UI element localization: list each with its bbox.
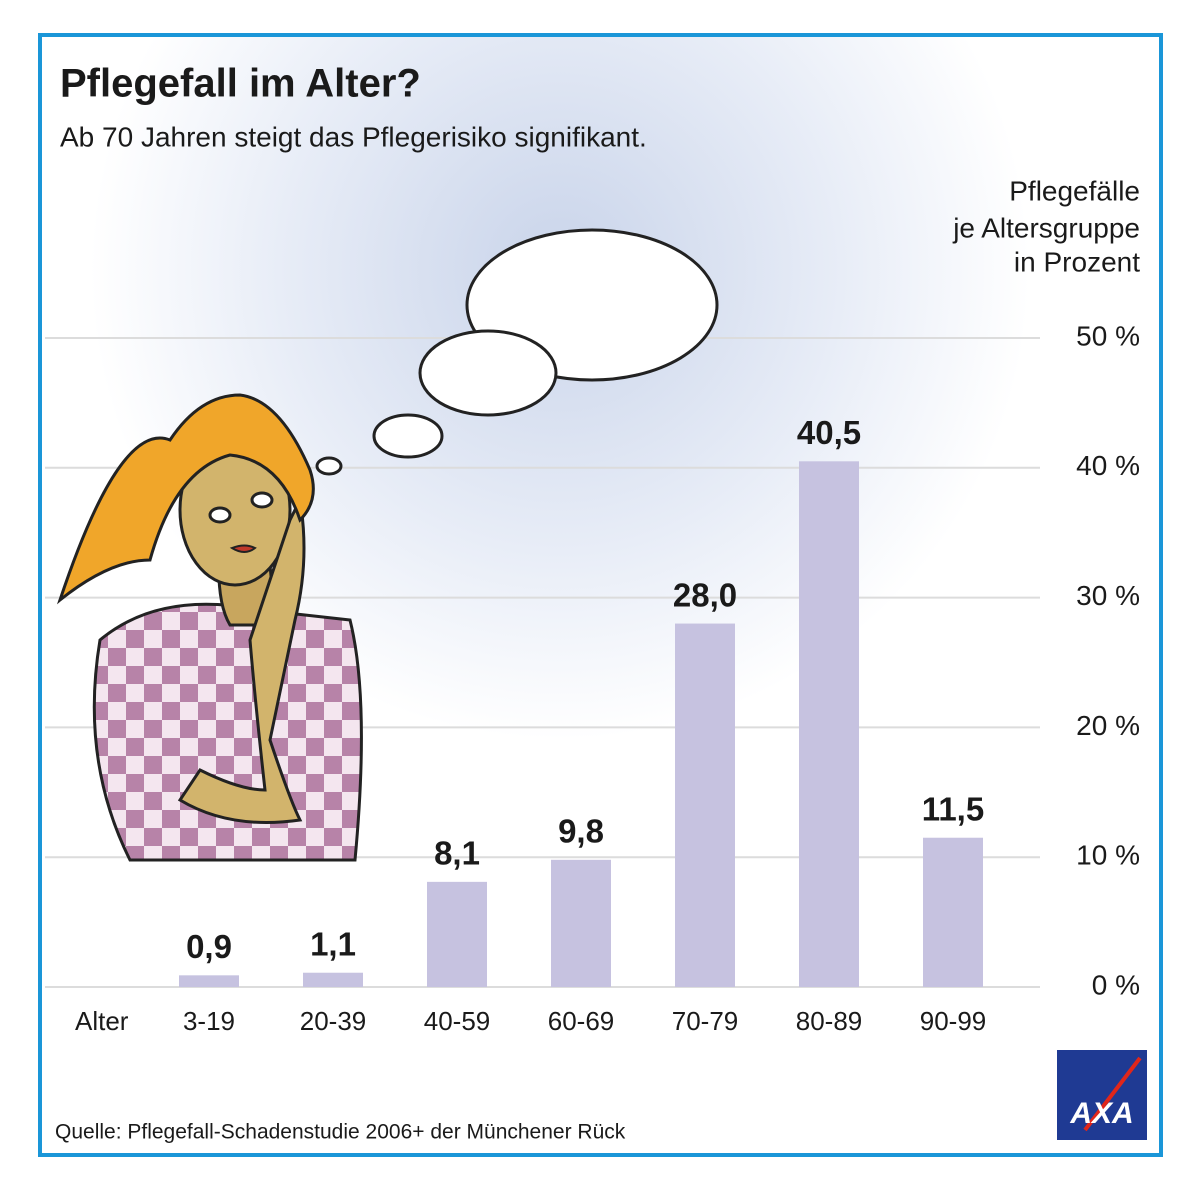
x-tick-label: 80-89: [796, 1006, 863, 1036]
bar: [551, 859, 611, 987]
chart-subtitle: Ab 70 Jahren steigt das Pflegerisiko sig…: [60, 121, 647, 152]
y-axis-label: in Prozent: [1014, 246, 1140, 277]
bar: [923, 837, 983, 987]
bar: [675, 623, 735, 987]
bar: [179, 975, 239, 987]
illustration: [56, 228, 719, 862]
x-tick-label: 20-39: [300, 1006, 367, 1036]
source: Quelle: Pflegefall-Schadenstudie 2006+ d…: [55, 1121, 626, 1144]
bar: [799, 461, 859, 987]
chart-title: Pflegefall im Alter?: [60, 62, 421, 106]
value-label: 40,5: [797, 414, 861, 451]
value-label: 28,0: [673, 576, 737, 613]
x-tick-label: 70-79: [672, 1006, 739, 1036]
logo: AXA: [1069, 1097, 1133, 1130]
bars: 0,9 3-19 1,1 20-39 8,1 40-59 9,8 60-69 28,0 70-79…: [179, 414, 986, 1036]
y-tick-label: 50 %: [1076, 320, 1140, 351]
bar: [303, 972, 363, 987]
value-label: 0,9: [186, 928, 232, 965]
y-axis-label: je Altersgruppe: [952, 212, 1140, 243]
y-tick-label: 20 %: [1076, 710, 1140, 741]
x-axis-label: Alter: [75, 1006, 129, 1036]
x-tick-label: 40-59: [424, 1006, 491, 1036]
value-label: 1,1: [310, 925, 356, 962]
value-label: 8,1: [434, 835, 480, 872]
frame: [38, 33, 1163, 1157]
y-tick-label: 0 %: [1092, 969, 1140, 1000]
value-label: 9,8: [558, 813, 604, 850]
x-tick-label: 90-99: [920, 1006, 987, 1036]
value-label: 11,5: [922, 790, 984, 827]
y-tick-label: 40 %: [1076, 450, 1140, 481]
x-tick-label: 60-69: [548, 1006, 615, 1036]
x-tick-label: 3-19: [183, 1006, 235, 1036]
y-tick-label: 30 %: [1076, 580, 1140, 611]
logo-box: [1057, 1050, 1147, 1140]
bar: [427, 881, 487, 987]
y-tick-label: 10 %: [1076, 840, 1140, 871]
logo-stroke: [1083, 1056, 1142, 1132]
y-axis-label: Pflegefälle: [1009, 175, 1140, 206]
